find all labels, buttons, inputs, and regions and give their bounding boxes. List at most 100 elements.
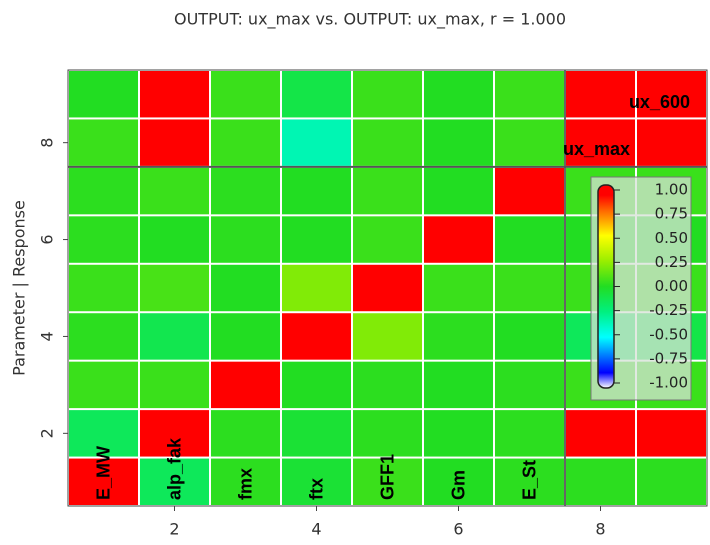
heatmap-cell [140,313,209,360]
colorbar-tick-label: 0.50 [655,229,688,247]
colorbar-tick-label: -0.25 [649,301,688,319]
heatmap-cell [637,458,706,505]
heatmap-cell [69,313,138,360]
heatmap-cell [495,458,564,505]
heatmap-cell [353,216,422,263]
heatmap-cell [69,264,138,312]
heatmap-cell [140,167,209,215]
heatmap-cell [140,71,209,118]
heatmap-cell [495,313,564,360]
y-tick-label: 6 [38,234,57,244]
heatmap-cell [637,119,706,166]
heatmap-cell [211,264,280,312]
heatmap-cell [353,361,422,409]
heatmap-cell [140,264,209,312]
heatmap-cell [424,313,493,360]
heatmap-cell [353,264,422,312]
heatmap-cell [211,71,280,118]
heatmap-cell [282,167,351,215]
heatmap-cell [637,71,706,118]
colorbar [597,184,615,389]
heatmap-cell [211,361,280,409]
heatmap-cell [211,313,280,360]
heatmap-cell [353,119,422,166]
heatmap-cell [140,119,209,166]
heatmap-cell [353,458,422,505]
heatmap-cell [566,119,635,166]
heatmap-cell [353,313,422,360]
colorbar-tick-label: -0.75 [649,349,688,367]
heatmap-cell [211,216,280,263]
heatmap-cell [282,361,351,409]
y-axis-label: Parameter | Response [10,200,29,376]
heatmap-cell [69,216,138,263]
heatmap-cell [69,119,138,166]
heatmap-cell [353,410,422,457]
heatmap-cell [69,71,138,118]
heatmap-cell [211,167,280,215]
variable-label: E_MW [93,446,113,500]
x-tick-label: 8 [595,520,605,539]
heatmap-cell [140,216,209,263]
variable-label: ux_600 [629,92,690,112]
heatmap-cell [424,216,493,263]
heatmap-cell [424,410,493,457]
heatmap-cell [424,458,493,505]
heatmap-cell [424,71,493,118]
y-tick-label: 2 [38,428,57,438]
heatmap-cell [566,410,635,457]
heatmap-cell [69,458,138,505]
heatmap-cell [353,167,422,215]
colorbar-tick-label: -0.50 [649,325,688,343]
heatmap-cell [495,264,564,312]
heatmap-cell [566,71,635,118]
chart-title: OUTPUT: ux_max vs. OUTPUT: ux_max, r = 1… [174,10,566,30]
heatmap-cell [282,71,351,118]
heatmap-cell [495,361,564,409]
heatmap-cell [211,119,280,166]
variable-label: Gm [448,470,468,500]
variable-label: E_St [519,460,539,500]
heatmap-cell [282,313,351,360]
heatmap-cell [424,119,493,166]
colorbar-tick-label: 0.00 [655,277,688,295]
heatmap-cell [211,410,280,457]
heatmap-cell [495,410,564,457]
x-tick-label: 6 [453,520,463,539]
colorbar-tick-label: 1.00 [655,181,688,199]
variable-label: alp_fak [164,437,184,500]
heatmap-cell [282,216,351,263]
variable-label: ftx [306,478,326,500]
heatmap-cell [495,119,564,166]
variable-label: fmx [235,468,255,500]
colorbar-tick-label: 0.75 [655,205,688,223]
y-tick-label: 8 [38,138,57,148]
heatmap-cell [282,410,351,457]
heatmap-cell [637,410,706,457]
x-tick-label: 2 [169,520,179,539]
heatmap-cell [495,71,564,118]
colorbar-tick-label: 0.25 [655,253,688,271]
heatmap-cell [424,167,493,215]
heatmap-cell [353,71,422,118]
variable-label: ux_max [563,139,630,159]
heatmap-cell [282,119,351,166]
heatmap-cell [424,264,493,312]
heatmap-cell [140,410,209,457]
heatmap-cell [69,167,138,215]
y-tick-label: 4 [38,331,57,341]
heatmap-cell [69,361,138,409]
heatmap-cell [566,458,635,505]
heatmap-cell [140,361,209,409]
heatmap-cell [282,264,351,312]
variable-label: GFF1 [377,454,397,500]
heatmap-cell [495,216,564,263]
colorbar-tick-label: -1.00 [649,374,688,392]
heatmap-cell [495,167,564,215]
heatmap-cell [424,361,493,409]
heatmap-cell [69,410,138,457]
heatmap-cell [140,458,209,505]
x-tick-label: 4 [311,520,321,539]
heatmap-cell [211,458,280,505]
